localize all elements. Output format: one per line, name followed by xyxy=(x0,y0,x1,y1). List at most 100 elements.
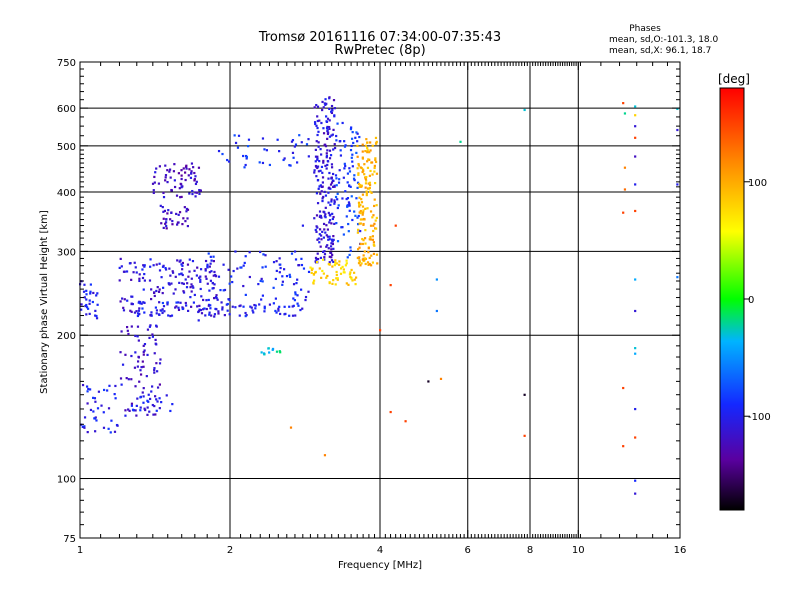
data-point xyxy=(136,365,139,368)
data-point xyxy=(333,143,336,146)
data-point xyxy=(234,250,237,253)
data-point xyxy=(634,183,637,186)
data-point xyxy=(339,154,343,157)
data-point xyxy=(188,192,191,195)
data-point xyxy=(296,302,299,305)
data-point xyxy=(186,224,189,228)
data-point xyxy=(285,275,289,278)
data-point xyxy=(150,297,153,301)
data-point xyxy=(349,148,353,152)
data-point xyxy=(325,102,328,105)
data-point xyxy=(158,288,161,291)
data-point xyxy=(374,181,377,185)
data-point xyxy=(142,301,145,304)
x-tick-label: 10 xyxy=(572,545,585,556)
data-point xyxy=(349,185,352,188)
data-point xyxy=(199,268,203,271)
data-point xyxy=(155,409,158,412)
data-point xyxy=(346,197,350,200)
data-point xyxy=(161,205,164,209)
data-point xyxy=(180,272,183,275)
data-point xyxy=(316,252,319,255)
y-tick-label: 75 xyxy=(63,534,76,545)
data-point xyxy=(330,200,333,203)
data-point xyxy=(375,253,379,256)
data-point xyxy=(676,107,679,111)
data-point xyxy=(294,293,297,296)
data-point xyxy=(634,347,637,350)
data-point xyxy=(331,265,334,268)
data-point xyxy=(439,377,443,381)
data-point xyxy=(300,141,303,144)
data-point xyxy=(321,258,325,261)
data-point xyxy=(348,204,351,207)
data-point xyxy=(363,163,366,166)
data-point xyxy=(176,223,179,226)
data-point xyxy=(315,214,319,217)
data-point xyxy=(188,270,191,273)
data-point xyxy=(135,404,138,407)
data-point xyxy=(292,304,295,307)
data-point xyxy=(180,186,183,189)
data-point xyxy=(158,262,161,265)
data-point xyxy=(276,138,279,141)
data-point xyxy=(142,344,145,347)
data-point xyxy=(183,206,186,209)
data-point xyxy=(623,112,627,115)
data-point xyxy=(259,250,262,254)
data-point xyxy=(345,215,348,218)
data-point xyxy=(328,238,331,241)
data-point xyxy=(169,218,172,221)
data-point xyxy=(304,298,307,302)
data-point xyxy=(156,370,159,373)
data-point xyxy=(634,155,637,158)
data-point xyxy=(170,189,173,192)
data-point xyxy=(153,352,156,355)
data-point xyxy=(325,156,328,159)
data-point xyxy=(327,238,330,241)
data-point xyxy=(211,281,214,285)
data-point xyxy=(209,262,212,265)
data-point xyxy=(160,401,163,404)
x-axis-ticks: 1 2 4 6 8 10 16 xyxy=(77,62,686,556)
data-point xyxy=(339,149,342,152)
data-point xyxy=(330,181,334,184)
data-point xyxy=(318,241,321,244)
data-point xyxy=(154,171,157,174)
data-point xyxy=(177,213,180,216)
data-point xyxy=(326,129,329,132)
data-point xyxy=(320,190,323,193)
data-point xyxy=(170,282,173,285)
data-point xyxy=(107,427,110,430)
data-point xyxy=(371,238,375,241)
data-point xyxy=(190,162,194,165)
y-tick-label: 300 xyxy=(57,247,76,258)
data-point xyxy=(212,274,215,277)
data-point xyxy=(200,295,203,298)
data-point xyxy=(80,308,83,311)
data-point xyxy=(375,140,378,144)
data-point xyxy=(189,176,193,179)
data-point xyxy=(149,324,152,327)
data-point xyxy=(176,221,180,224)
data-point xyxy=(353,174,356,177)
legend-title: Phases xyxy=(629,24,661,34)
data-point xyxy=(136,360,140,363)
data-point xyxy=(171,271,175,274)
data-point xyxy=(227,160,231,163)
data-point xyxy=(343,140,346,143)
data-point xyxy=(622,386,625,390)
data-point xyxy=(323,190,326,194)
data-point xyxy=(329,183,333,186)
data-point xyxy=(372,229,375,233)
data-point xyxy=(259,279,262,283)
data-point xyxy=(193,269,196,272)
data-point xyxy=(265,149,269,152)
data-point xyxy=(317,145,320,148)
data-point xyxy=(161,291,164,295)
data-point xyxy=(91,300,94,304)
chart-subtitle: RwPretec (8p) xyxy=(334,43,425,58)
y-tick-label: 200 xyxy=(57,331,76,342)
data-point xyxy=(316,179,320,182)
data-point xyxy=(357,182,361,186)
